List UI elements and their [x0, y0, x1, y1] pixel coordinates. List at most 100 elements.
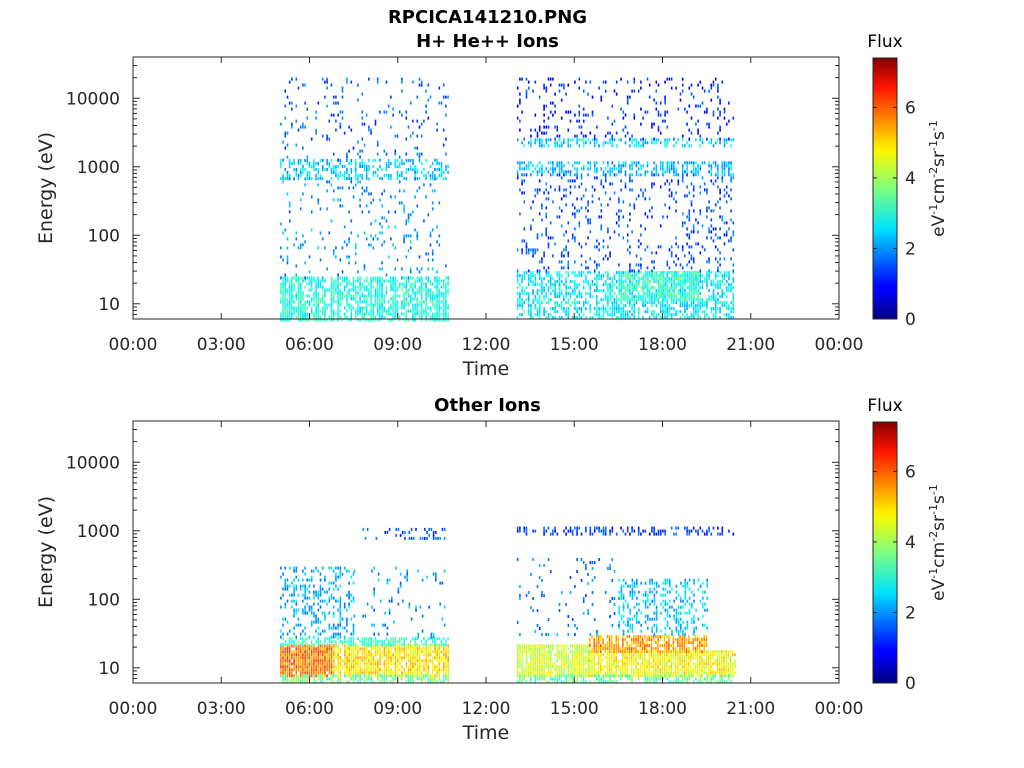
spectrogram-cell — [288, 650, 291, 654]
spectrogram-cell — [670, 251, 673, 255]
spectrogram-cell — [350, 650, 353, 654]
spectrogram-cell — [697, 274, 700, 278]
spectrogram-cell — [359, 149, 361, 153]
spectrogram-cell — [310, 276, 313, 280]
spectrogram-cell — [407, 294, 410, 298]
spectrogram-cell — [659, 301, 662, 305]
spectrogram-cell — [664, 277, 667, 281]
spectrogram-cell — [659, 316, 662, 320]
spectrogram-cell — [343, 306, 346, 310]
spectrogram-cell — [723, 283, 726, 287]
spectrogram-cell — [352, 195, 355, 199]
spectrogram-cell — [377, 662, 379, 666]
spectrogram-cell — [438, 315, 441, 319]
spectrogram-cell — [658, 274, 660, 278]
spectrogram-cell — [447, 680, 449, 684]
spectrogram-cell — [699, 104, 702, 108]
spectrogram-cell — [341, 95, 344, 99]
spectrogram-cell — [578, 209, 581, 213]
spectrogram-cell — [519, 292, 521, 296]
spectrogram-cell — [368, 650, 370, 654]
spectrogram-cell — [295, 171, 298, 174]
spectrogram-cell — [288, 162, 291, 165]
spectrogram-cell — [304, 240, 306, 244]
spectrogram-cell — [429, 653, 432, 657]
spectrogram-cell — [576, 134, 578, 138]
spectrogram-cell — [361, 653, 364, 657]
spectrogram-cell — [376, 174, 379, 177]
spectrogram-cell — [717, 86, 719, 90]
spectrogram-cell — [629, 212, 631, 216]
spectrogram-cell — [355, 653, 357, 657]
spectrogram-cell — [675, 141, 677, 145]
spectrogram-cell — [337, 665, 339, 669]
spectrogram-cell — [302, 680, 304, 684]
spectrogram-cell — [593, 188, 596, 192]
spectrogram-cell — [376, 291, 379, 295]
spectrogram-cell — [357, 276, 359, 280]
spectrogram-cell — [326, 137, 328, 141]
spectrogram-cell — [655, 313, 658, 317]
spectrogram-cell — [344, 659, 346, 663]
spectrogram-cell — [288, 297, 291, 301]
spectrogram-cell — [651, 269, 653, 273]
spectrogram-cell — [717, 307, 719, 311]
spectrogram-cell — [538, 188, 541, 192]
spectrogram-cell — [521, 292, 523, 296]
spectrogram-cell — [317, 637, 320, 641]
spectrogram-cell — [282, 662, 284, 666]
spectrogram-cell — [432, 659, 434, 663]
spectrogram-cell — [427, 116, 430, 120]
spectrogram-cell — [712, 298, 715, 302]
spectrogram-cell — [682, 289, 684, 293]
spectrogram-cell — [407, 291, 410, 295]
spectrogram-cell — [618, 164, 620, 168]
spectrogram-cell — [407, 671, 410, 675]
spectrogram-cell — [337, 198, 339, 202]
spectrogram-cell — [543, 144, 545, 148]
spectrogram-cell — [596, 307, 598, 311]
spectrogram-cell — [618, 280, 620, 284]
spectrogram-cell — [354, 677, 357, 681]
spectrogram-cell — [396, 159, 399, 162]
spectrogram-cell — [335, 119, 337, 123]
spectrogram-cell — [670, 77, 673, 81]
spectrogram-cell — [344, 647, 346, 651]
spectrogram-cell — [425, 300, 427, 304]
spectrogram-cell — [527, 298, 530, 302]
spectrogram-cell — [370, 294, 372, 298]
spectrogram-cell — [607, 230, 609, 234]
spectrogram-cell — [284, 566, 287, 570]
spectrogram-cell — [390, 650, 392, 654]
spectrogram-cell — [723, 167, 726, 171]
spectrogram-cell — [324, 662, 326, 666]
spectrogram-cell — [286, 297, 289, 301]
spectrogram-cell — [445, 309, 447, 313]
spectrogram-cell — [431, 189, 434, 193]
spectrogram-cell — [703, 188, 706, 192]
spectrogram-cell — [357, 647, 359, 651]
spectrogram-cell — [423, 647, 425, 651]
spectrogram-cell — [310, 137, 313, 141]
spectrogram-cell — [308, 650, 311, 654]
spectrogram-cell — [398, 294, 401, 298]
spectrogram-cell — [321, 662, 324, 666]
spectrogram-cell — [288, 177, 291, 181]
spectrogram-cell — [673, 144, 675, 148]
spectrogram-cell — [326, 80, 328, 84]
spectrogram-cell — [315, 650, 317, 654]
spectrogram-cell — [401, 162, 403, 165]
spectrogram-cell — [653, 313, 655, 317]
spectrogram-cell — [445, 315, 447, 319]
spectrogram-cell — [613, 307, 616, 311]
spectrogram-cell — [383, 671, 386, 675]
spectrogram-cell — [636, 283, 638, 287]
spectrogram-cell — [418, 125, 421, 129]
spectrogram-cell — [567, 144, 570, 148]
spectrogram-cell — [361, 162, 364, 165]
spectrogram-cell — [280, 122, 282, 126]
spectrogram-cell — [299, 282, 302, 286]
spectrogram-cell — [629, 173, 631, 177]
spectrogram-cell — [519, 298, 521, 302]
spectrogram-cell — [423, 282, 425, 286]
